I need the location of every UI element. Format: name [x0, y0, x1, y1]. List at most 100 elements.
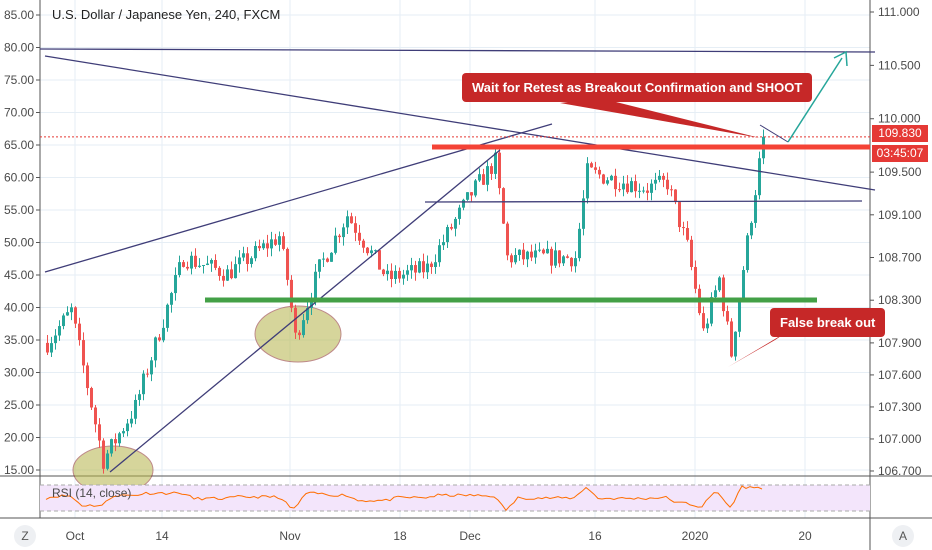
left-axis-label: 20.00	[4, 431, 34, 445]
candle	[142, 373, 145, 395]
candle	[266, 243, 269, 249]
rsi-line	[45, 485, 763, 512]
candle	[162, 327, 165, 341]
candle	[310, 299, 313, 308]
candle	[526, 251, 529, 260]
candle	[498, 152, 501, 189]
candle	[694, 266, 697, 289]
candle	[202, 264, 205, 266]
x-axis-label: 2020	[682, 529, 709, 543]
candle	[534, 250, 537, 258]
candle	[374, 250, 377, 252]
candle	[502, 188, 505, 224]
candle	[442, 242, 445, 246]
right-axis-label: 111.000	[878, 5, 920, 19]
candle	[686, 228, 689, 240]
left-axis-label: 55.00	[4, 203, 34, 217]
candle	[318, 259, 321, 272]
zoom-button[interactable]: Z	[14, 525, 36, 547]
candle	[558, 250, 561, 264]
left-axis-label: 65.00	[4, 138, 34, 152]
left-axis-label: 15.00	[4, 463, 34, 477]
candle	[734, 331, 737, 357]
candle	[682, 227, 685, 229]
candle	[646, 190, 649, 193]
candle	[638, 190, 641, 192]
candle	[314, 271, 317, 300]
x-axis-label: 16	[588, 529, 602, 543]
candle	[342, 227, 345, 238]
candle	[174, 275, 177, 294]
candle	[210, 260, 213, 264]
candle	[222, 275, 225, 281]
candle	[574, 258, 577, 267]
candle	[154, 337, 157, 361]
candle	[490, 166, 493, 174]
candle	[226, 269, 229, 281]
candle	[206, 263, 209, 265]
candle	[186, 266, 189, 269]
candle	[542, 249, 545, 254]
candle	[198, 265, 201, 267]
candle	[510, 255, 513, 263]
candle	[282, 236, 285, 249]
candle	[562, 256, 565, 264]
candle	[366, 247, 369, 254]
candle	[234, 264, 237, 279]
candle	[262, 243, 265, 249]
candle	[178, 262, 181, 276]
candle	[434, 262, 437, 268]
x-axis-label: 20	[798, 529, 812, 543]
candle	[602, 174, 605, 184]
candle	[634, 181, 637, 192]
candle	[86, 365, 89, 389]
candle	[538, 249, 541, 251]
right-axis-label: 106.700	[878, 464, 922, 478]
candle	[246, 253, 249, 264]
candle	[718, 277, 721, 291]
candle	[702, 313, 705, 329]
left-axis-label: 70.00	[4, 106, 34, 120]
candle	[402, 274, 405, 279]
candle	[590, 163, 593, 168]
candle	[642, 190, 645, 192]
candle	[46, 342, 49, 353]
candle	[242, 253, 245, 258]
candle	[414, 265, 417, 273]
x-axis-label: Dec	[459, 529, 480, 543]
candle	[438, 245, 441, 263]
right-axis-label: 108.300	[878, 293, 922, 307]
candle	[378, 250, 381, 270]
candle	[386, 270, 389, 275]
candle	[350, 216, 353, 224]
candle	[482, 174, 485, 185]
candle	[194, 255, 197, 267]
auto-scale-button[interactable]: A	[892, 525, 914, 547]
candle	[326, 258, 329, 262]
left-axis-label: 85.00	[4, 8, 34, 22]
candle	[650, 183, 653, 193]
candle	[278, 236, 281, 245]
candle	[430, 263, 433, 268]
candle	[494, 152, 497, 174]
candle	[330, 252, 333, 262]
candle	[670, 189, 673, 191]
right-axis-label: 108.700	[878, 251, 922, 265]
candle	[58, 326, 61, 336]
right-axis-label: 107.300	[878, 400, 922, 414]
candle	[290, 279, 293, 308]
candle	[546, 248, 549, 254]
candle	[382, 269, 385, 275]
right-axis-label: 110.500	[878, 58, 921, 72]
candle	[322, 258, 325, 260]
candle	[662, 175, 665, 180]
candle	[98, 424, 101, 441]
candle	[678, 202, 681, 228]
candle	[250, 258, 253, 264]
chart-title: U.S. Dollar / Japanese Yen, 240, FXCM	[52, 7, 281, 22]
candle	[618, 189, 621, 191]
candle	[78, 323, 81, 341]
candle	[474, 180, 477, 196]
candle	[426, 263, 429, 273]
